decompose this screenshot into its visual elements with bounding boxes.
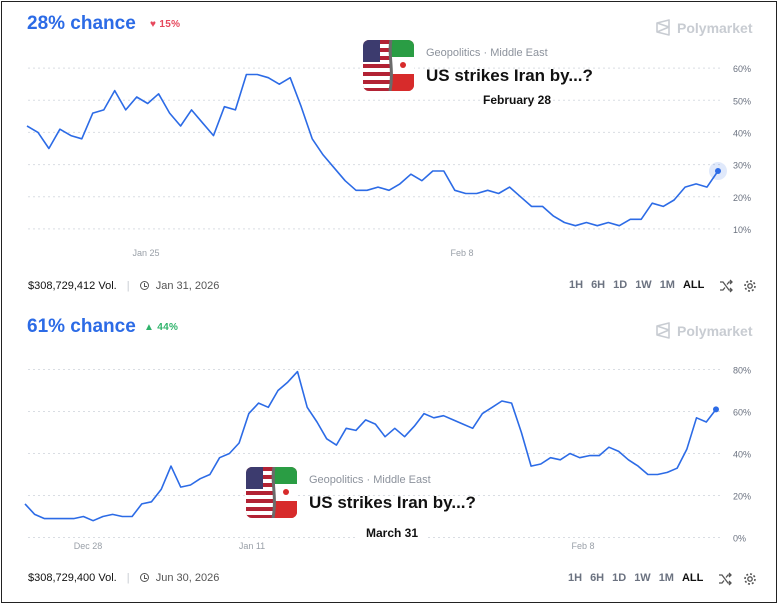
volume-label: $308,729,400 Vol. (28, 572, 117, 584)
price-line (24, 370, 717, 522)
separator-dot: · (366, 474, 374, 486)
subcategory-label: Middle East (490, 47, 548, 59)
us-iran-flag-image (246, 467, 297, 518)
price-line (26, 73, 719, 227)
polymarket-logo-icon (656, 322, 670, 339)
clock-icon (139, 281, 149, 290)
y-tick-label: 30% (733, 161, 751, 171)
range-button-1m[interactable]: 1M (659, 279, 675, 291)
current-point (713, 406, 719, 413)
end-date-label: Jan 31, 2026 (155, 280, 220, 292)
brand-name: Polymarket (677, 20, 753, 36)
market-question: US strikes Iran by...? (309, 493, 476, 512)
deadline-label: March 31 (358, 524, 427, 550)
range-button-1h[interactable]: 1H (569, 279, 584, 291)
x-tick-label: Dec 28 (74, 541, 103, 551)
range-button-6h[interactable]: 6H (590, 572, 605, 584)
range-button-all[interactable]: ALL (681, 572, 704, 584)
polymarket-logo-icon (656, 19, 670, 36)
y-tick-label: 0% (733, 534, 746, 544)
y-tick-label: 40% (733, 450, 751, 460)
y-tick-label: 60% (733, 408, 751, 418)
volume-label: $308,729,412 Vol. (28, 280, 117, 292)
market-question: US strikes Iran by...? (426, 66, 593, 85)
settings-gear-icon[interactable] (743, 572, 757, 586)
x-tick-label: Feb 8 (450, 248, 473, 258)
y-tick-label: 40% (733, 128, 751, 138)
change-value: 15% (159, 19, 181, 30)
settings-gear-icon[interactable] (743, 279, 757, 293)
y-tick-label: 20% (733, 193, 751, 203)
y-tick-label: 10% (733, 225, 751, 235)
heart-down-icon: ♥ (150, 19, 157, 30)
x-tick-label: Feb 8 (571, 541, 594, 551)
shuffle-icon[interactable] (719, 279, 733, 293)
x-tick-label: Jan 11 (239, 541, 265, 551)
range-button-1w[interactable]: 1W (635, 279, 652, 291)
subcategory-label: Middle East (373, 474, 431, 486)
category-label: Geopolitics (426, 47, 481, 59)
separator-dot: · (483, 47, 491, 59)
brand-name: Polymarket (677, 323, 753, 339)
range-button-1m[interactable]: 1M (658, 572, 674, 584)
market-panel: 61% chance ▲ 44% Polymarket 0% 20% 40% 60% 8… (0, 303, 780, 606)
range-button-1w[interactable]: 1W (634, 572, 651, 584)
us-iran-flag-image (363, 40, 414, 91)
divider: | (126, 572, 130, 584)
end-date-label: Jun 30, 2026 (155, 572, 220, 584)
market-category: Geopolitics · Middle East (309, 474, 431, 486)
triangle-up-icon: ▲ (144, 322, 155, 333)
y-tick-label: 50% (733, 96, 751, 106)
shuffle-icon[interactable] (718, 572, 732, 586)
range-button-1d[interactable]: 1D (613, 279, 628, 291)
range-button-6h[interactable]: 6H (591, 279, 606, 291)
chance-label: 28% chance (27, 13, 136, 34)
time-range-selector: 1H 6H 1D 1W 1M ALL (568, 572, 711, 584)
price-chart[interactable]: 0% 20% 40% 60% 80% Dec 28 Jan 11 Feb 8 (0, 303, 780, 606)
deadline-label: February 28 (483, 93, 552, 107)
category-label: Geopolitics (309, 474, 364, 486)
market-panel: 28% chance ♥ 15% Polymarket 10% 20% 30% 40%… (26, 13, 757, 293)
change-indicator: ▲ 44% (144, 322, 178, 333)
change-value: 44% (157, 322, 179, 333)
market-footer: $308,729,400 Vol. | Jun 30, 2026 (28, 572, 219, 584)
x-tick-label: Jan 25 (132, 248, 159, 258)
time-range-selector: 1H 6H 1D 1W 1M ALL (569, 279, 712, 291)
change-indicator: ♥ 15% (150, 19, 180, 30)
y-tick-label: 60% (733, 64, 751, 74)
divider: | (126, 280, 130, 292)
clock-icon (139, 573, 149, 582)
current-point (715, 168, 721, 175)
y-tick-label: 80% (733, 366, 751, 376)
chance-label: 61% chance (27, 316, 136, 337)
range-button-all[interactable]: ALL (682, 279, 705, 291)
market-category: Geopolitics · Middle East (426, 47, 548, 59)
y-tick-label: 20% (733, 492, 751, 502)
range-button-1h[interactable]: 1H (568, 572, 583, 584)
range-button-1d[interactable]: 1D (612, 572, 627, 584)
market-footer: $308,729,412 Vol. | Jan 31, 2026 (28, 280, 219, 292)
